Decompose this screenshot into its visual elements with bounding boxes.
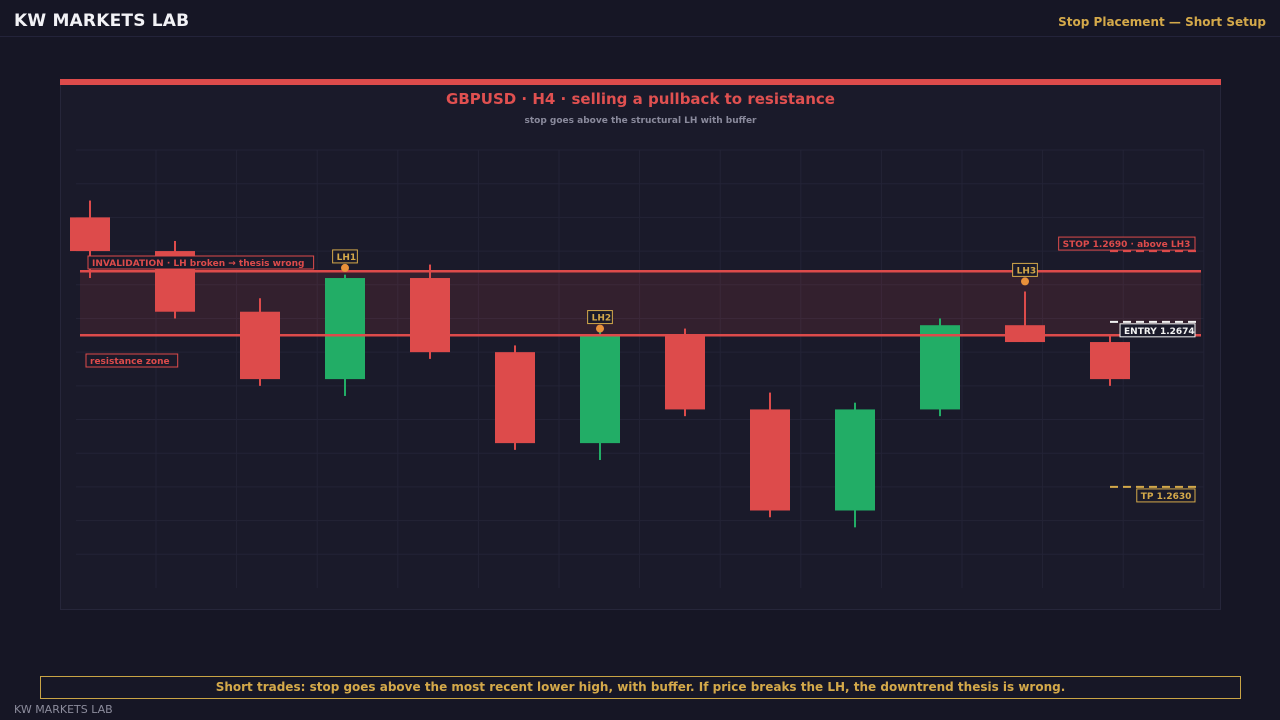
lower-high-box <box>332 249 358 264</box>
level-box <box>1058 236 1196 251</box>
level-label: TP 1.2630 <box>1141 492 1192 502</box>
candle-body <box>495 352 535 444</box>
chart-title: GBPUSD · H4 · selling a pullback to resi… <box>446 90 835 108</box>
chart-subtitle: stop goes above the structural LH with b… <box>524 116 757 126</box>
lower-high-marker <box>1021 277 1029 286</box>
resistance-zone-box <box>85 353 179 368</box>
invalidation-box <box>87 255 315 270</box>
lower-high-label: LH1 <box>337 253 357 263</box>
footer-brand: KW MARKETS LAB <box>14 703 113 716</box>
lower-high-box <box>1012 262 1038 277</box>
candle-body <box>580 335 620 444</box>
resistance-zone-label: resistance zone <box>90 357 170 367</box>
candle-body <box>1090 342 1130 380</box>
header-bar: KW MARKETS LAB Stop Placement — Short Se… <box>0 0 1280 37</box>
level-label: ENTRY 1.2674 <box>1124 327 1195 337</box>
candle-body <box>1005 325 1045 343</box>
invalidation-label: INVALIDATION · LH broken → thesis wrong <box>92 259 304 269</box>
lower-high-marker <box>596 324 604 333</box>
candle-body <box>240 311 280 380</box>
chart-panel-accent-bar <box>60 79 1221 85</box>
candle-body <box>835 409 875 511</box>
brand-title: KW MARKETS LAB <box>14 11 190 31</box>
candle-body <box>920 325 960 410</box>
lower-high-box <box>587 310 613 325</box>
level-box <box>1119 323 1196 338</box>
header-right-title: Stop Placement — Short Setup <box>1058 15 1266 29</box>
candle-body <box>665 335 705 410</box>
level-label: STOP 1.2690 · above LH3 <box>1063 240 1191 250</box>
footer-note: Short trades: stop goes above the most r… <box>40 676 1241 699</box>
candle-body <box>410 278 450 353</box>
candle-body <box>70 217 110 252</box>
lower-high-label: LH2 <box>592 314 612 324</box>
candle-body <box>325 278 365 380</box>
lower-high-label: LH3 <box>1017 266 1037 276</box>
candle-body <box>750 409 790 511</box>
level-box <box>1136 488 1196 503</box>
lower-high-marker <box>341 263 349 272</box>
